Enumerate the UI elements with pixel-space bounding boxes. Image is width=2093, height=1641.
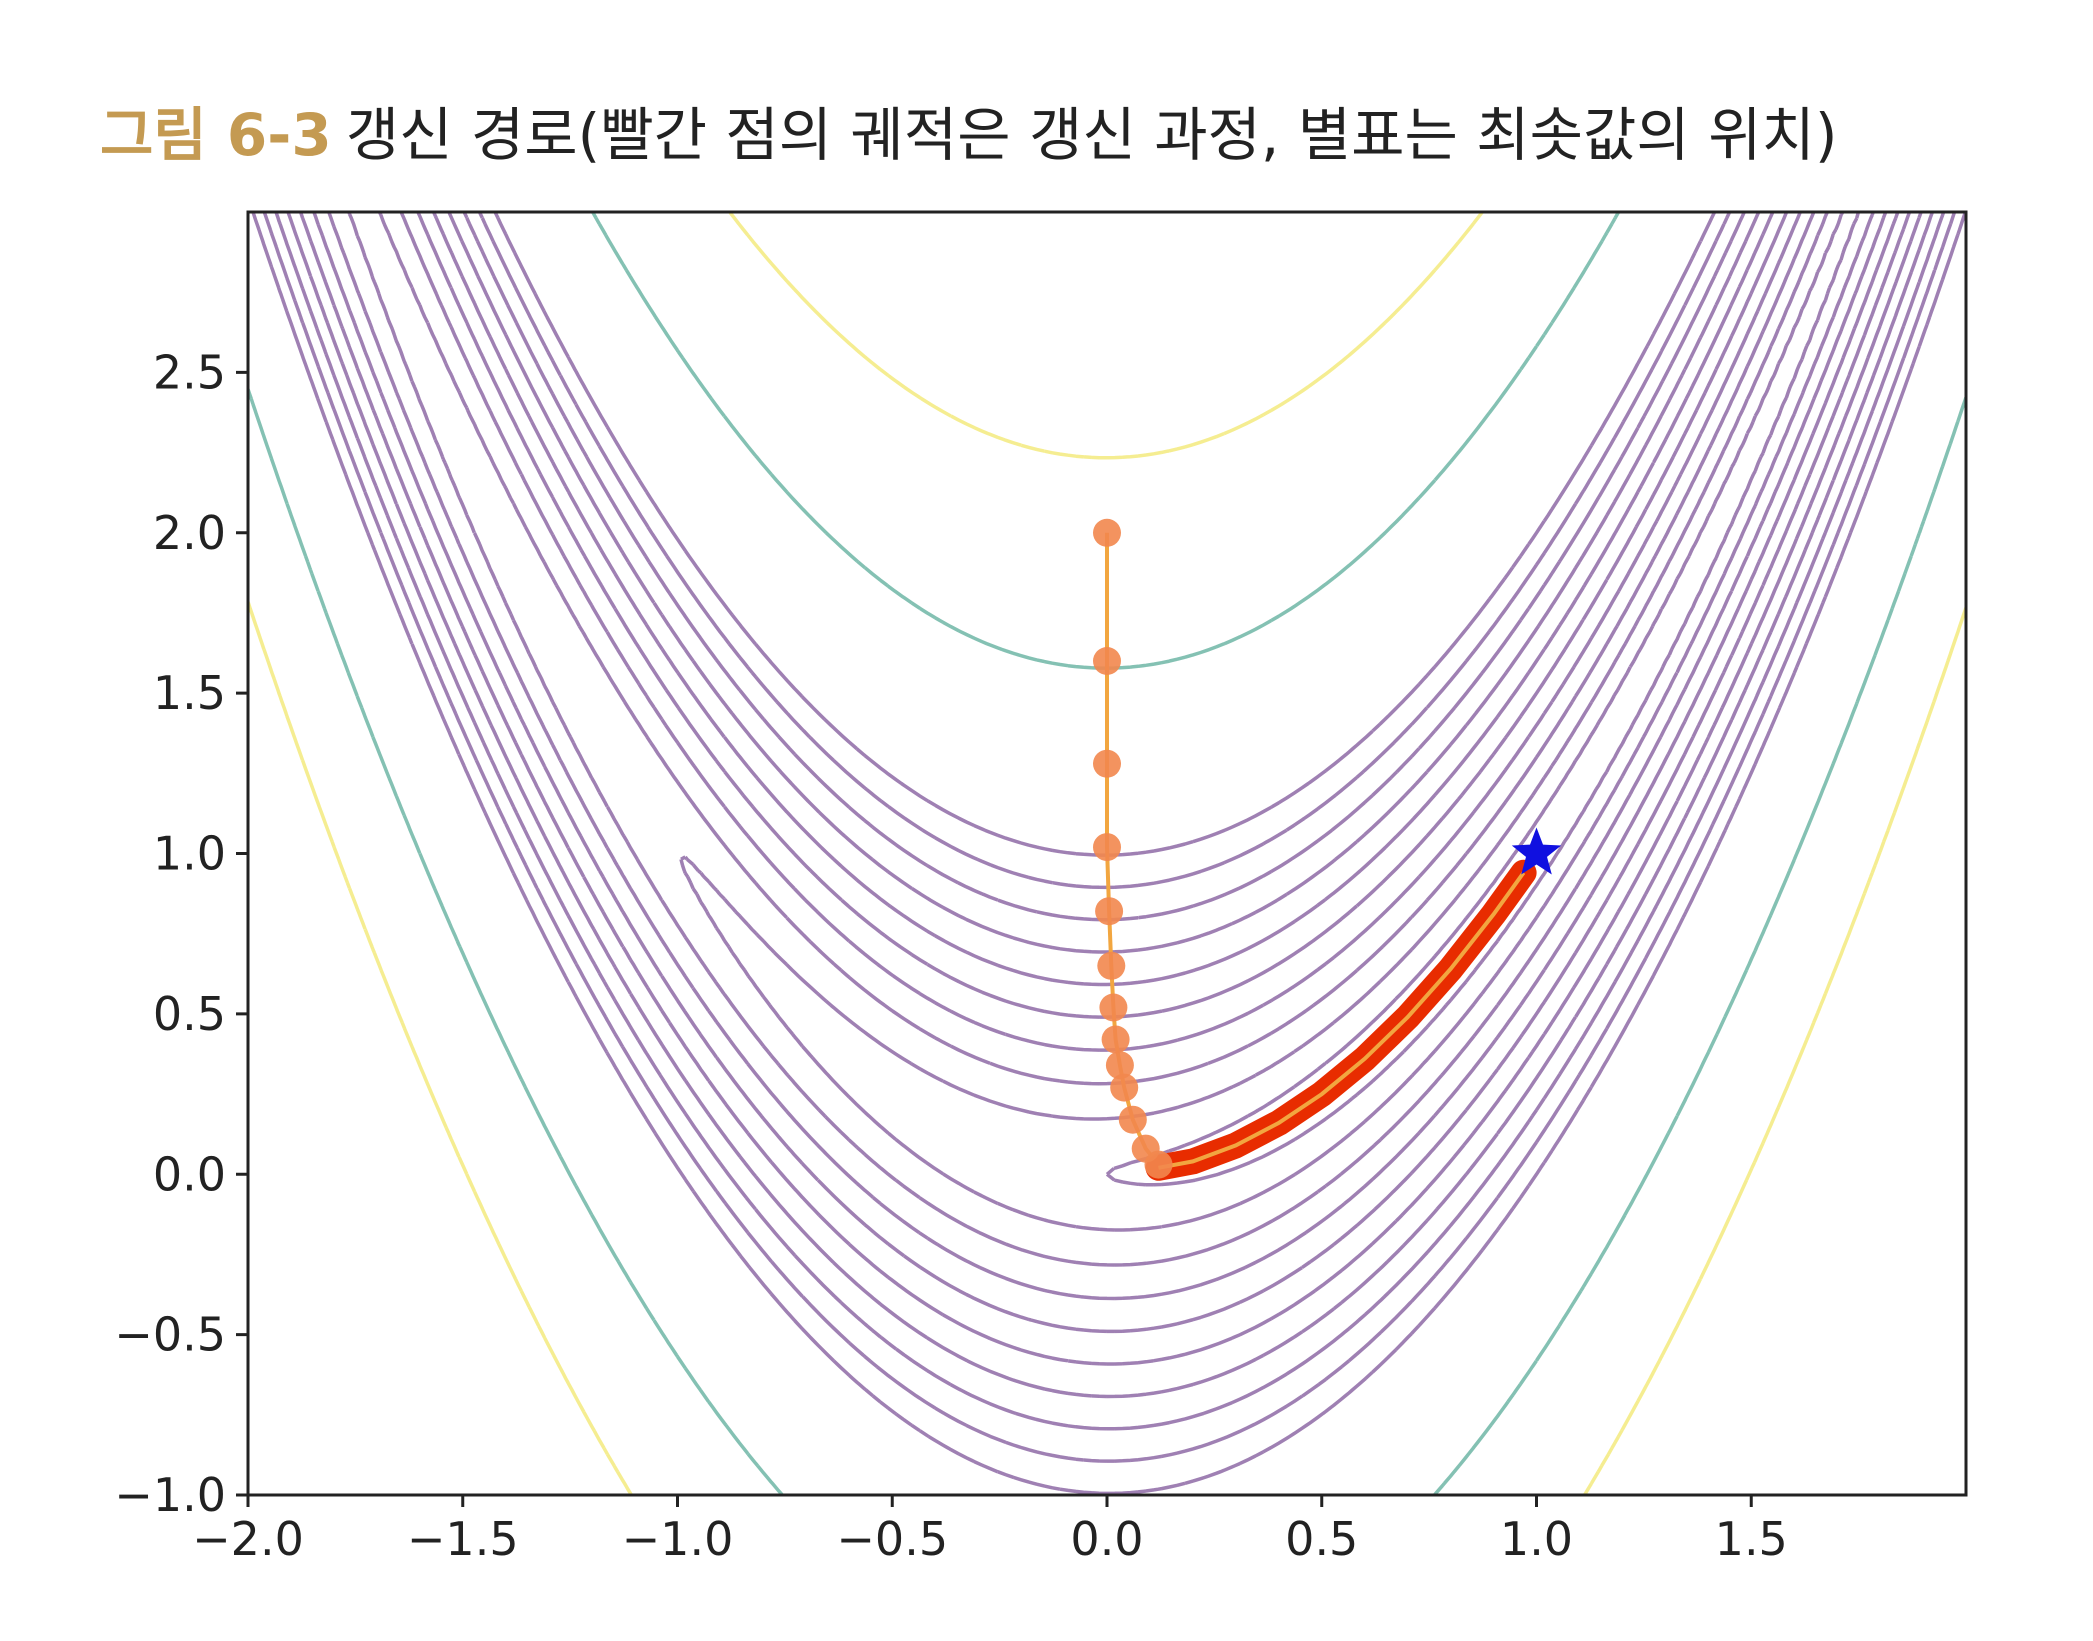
- x-tick-label: 1.5: [1715, 1512, 1788, 1566]
- contour-level-36: [298, 212, 1923, 1366]
- x-tick-label: 1.0: [1500, 1512, 1573, 1566]
- contour-level-16: [327, 212, 1900, 1301]
- path-point-2: [1093, 749, 1121, 778]
- contour-level-500: [248, 212, 1966, 1495]
- contour-level-9: [347, 212, 1888, 1267]
- path-point-12: [1144, 1150, 1173, 1179]
- contour-level-100: [251, 212, 1966, 1495]
- contour-level-250: [248, 212, 1966, 1495]
- contour-level-81: [262, 212, 1957, 1463]
- gradient-path: [1093, 518, 1562, 1181]
- x-tick-label: −0.5: [836, 1512, 948, 1566]
- path-point-10: [1118, 1105, 1147, 1134]
- x-tick-label: 0.0: [1070, 1512, 1143, 1566]
- path-point-0: [1093, 518, 1121, 547]
- converged-path-line: [1158, 871, 1526, 1170]
- x-tick-label: −2.0: [192, 1512, 304, 1566]
- path-point-8: [1105, 1051, 1134, 1080]
- y-tick-label: 2.5: [153, 345, 226, 399]
- x-tick-label: −1.0: [622, 1512, 734, 1566]
- y-tick-label: 1.5: [153, 666, 226, 720]
- x-axis: −2.0 −1.5 −1.0 −0.5 0.0 0.5 1.0 1.5: [192, 1495, 1788, 1566]
- path-point-5: [1097, 951, 1126, 980]
- path-point-4: [1095, 897, 1124, 926]
- path-point-7: [1101, 1025, 1130, 1054]
- path-point-6: [1099, 993, 1128, 1022]
- y-tick-label: 2.0: [153, 506, 226, 560]
- contour-level-1: [1105, 212, 1861, 1187]
- contour-lines: [248, 212, 1966, 1495]
- contour-level-64: [274, 212, 1946, 1431]
- figure-caption: 그림 6-3 갱신 경로(빨간 점의 궤적은 갱신 과정, 별표는 최솟값의 위치…: [100, 88, 1838, 172]
- y-tick-label: −1.0: [114, 1468, 226, 1522]
- minimum-star: [1511, 827, 1562, 875]
- y-tick-label: 0.0: [153, 1147, 226, 1201]
- contour-level-4: [679, 212, 1875, 1232]
- path-point-3: [1093, 833, 1121, 862]
- caption-text: 갱신 경로(빨간 점의 궤적은 갱신 과정, 별표는 최솟값의 위치): [345, 101, 1838, 169]
- path-point-9: [1110, 1073, 1139, 1102]
- y-tick-label: 0.5: [153, 987, 226, 1041]
- y-tick-label: −0.5: [114, 1308, 226, 1362]
- contour-level-25: [312, 212, 1912, 1334]
- figure-label: 그림 6-3: [100, 101, 332, 169]
- y-axis: −1.0 −0.5 0.0 0.5 1.0 1.5 2.0 2.5: [114, 345, 248, 1522]
- x-tick-label: −1.5: [407, 1512, 519, 1566]
- contour-level-49: [286, 212, 1935, 1399]
- path-point-1: [1093, 647, 1121, 675]
- x-tick-label: 0.5: [1285, 1512, 1358, 1566]
- y-tick-label: 1.0: [153, 827, 226, 881]
